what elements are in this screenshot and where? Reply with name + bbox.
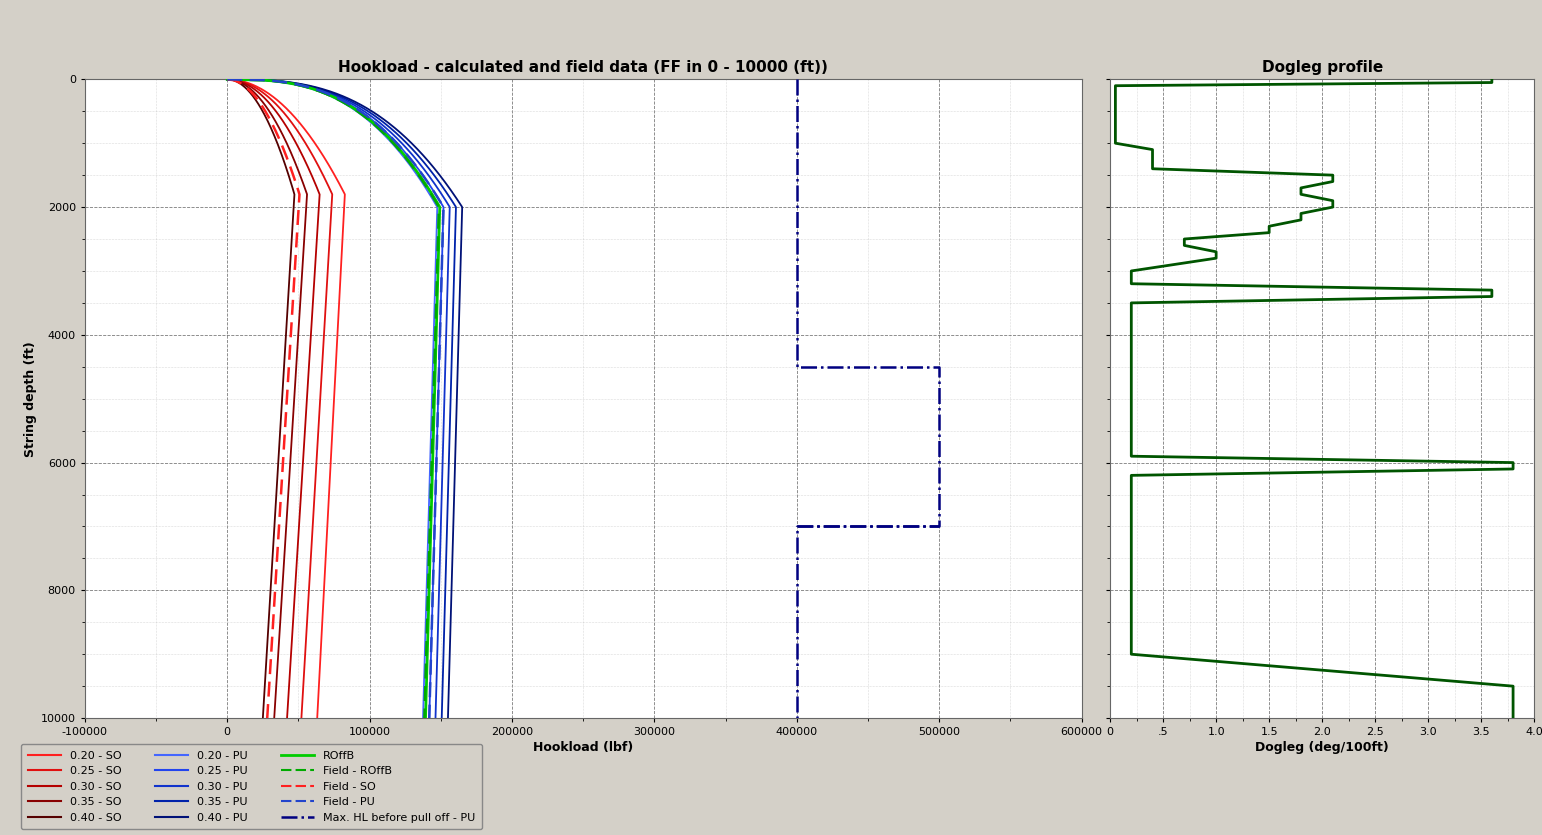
Title: Hookload - calculated and field data (FF in 0 - 10000 (ft)): Hookload - calculated and field data (FF… bbox=[338, 60, 828, 75]
X-axis label: Hookload (lbf): Hookload (lbf) bbox=[534, 741, 634, 754]
X-axis label: Dogleg (deg/100ft): Dogleg (deg/100ft) bbox=[1255, 741, 1389, 754]
Y-axis label: String depth (ft): String depth (ft) bbox=[23, 341, 37, 457]
Legend: 0.20 - SO, 0.25 - SO, 0.30 - SO, 0.35 - SO, 0.40 - SO, 0.20 - PU, 0.25 - PU, 0.3: 0.20 - SO, 0.25 - SO, 0.30 - SO, 0.35 - … bbox=[22, 744, 483, 829]
Title: Dogleg profile: Dogleg profile bbox=[1261, 60, 1383, 75]
